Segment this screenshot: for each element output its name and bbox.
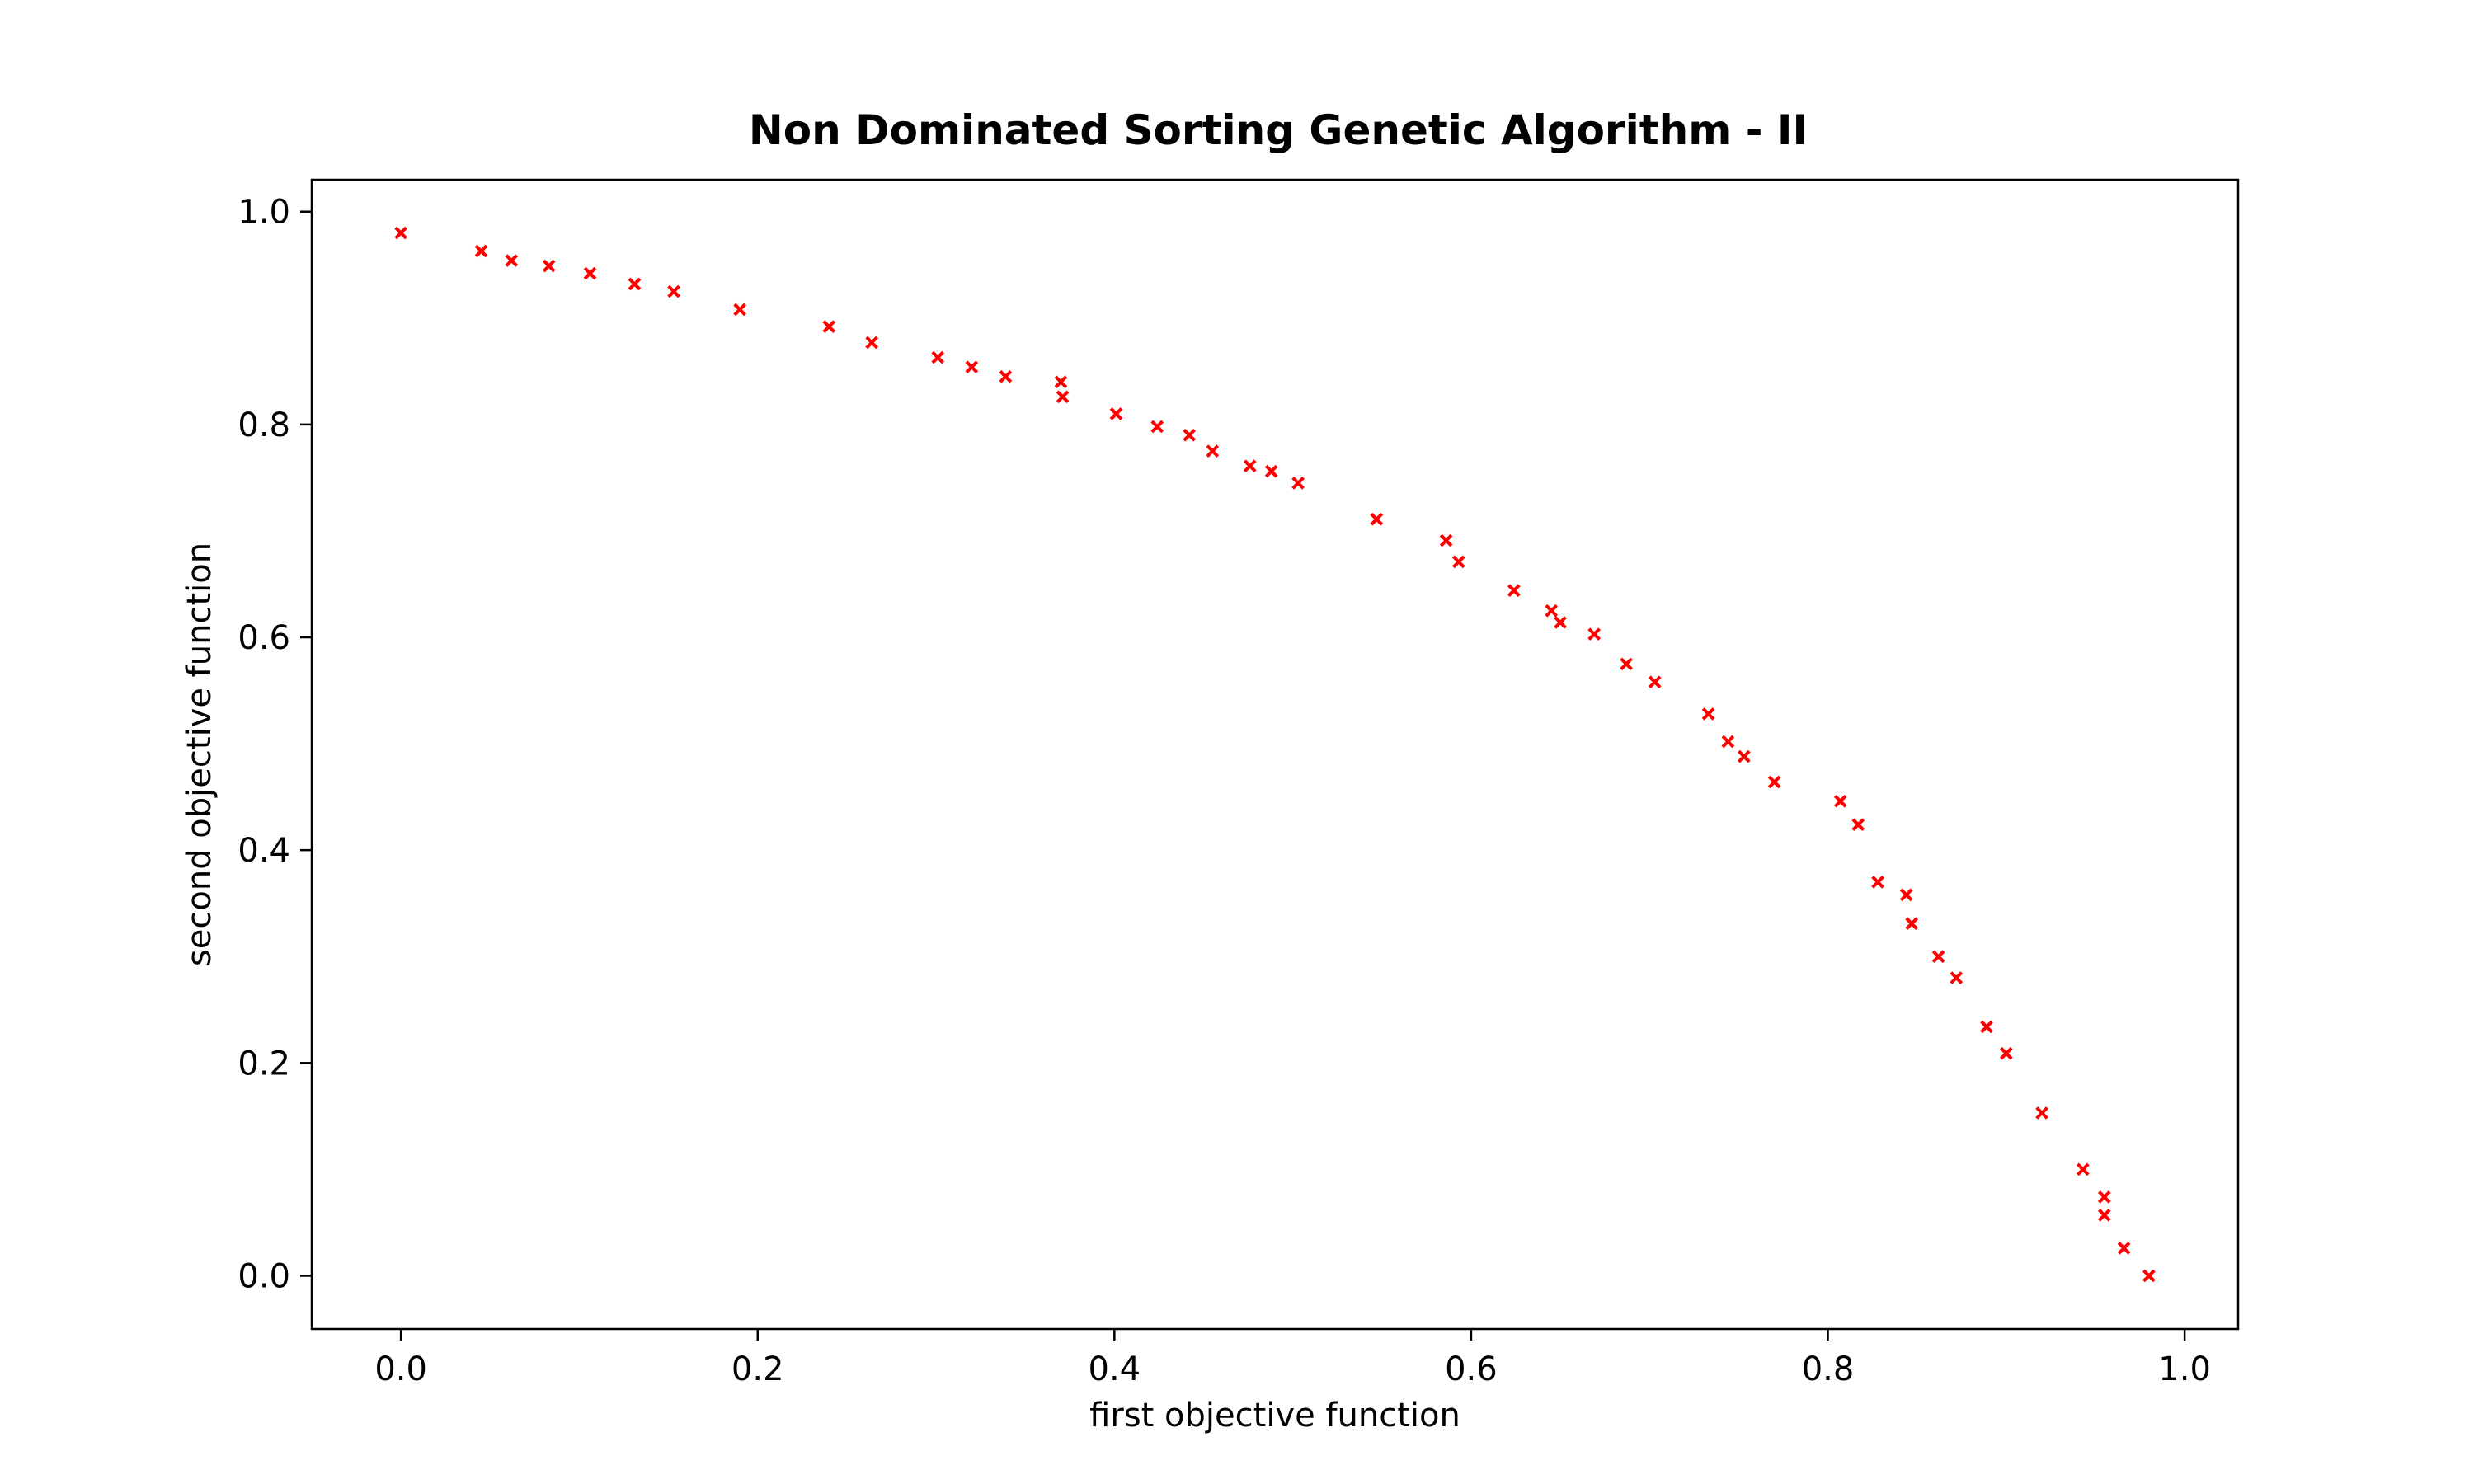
x-tick-label: 0.6: [1445, 1350, 1498, 1388]
data-point: [1545, 603, 1559, 618]
data-point: [931, 350, 945, 364]
data-point: [822, 320, 836, 333]
data-point: [394, 226, 407, 240]
x-axis: 0.0 0.2 0.4 0.6 0.8 1.0: [374, 1329, 2211, 1388]
data-point: [1648, 675, 1662, 689]
x-tick-label: 0.4: [1089, 1350, 1141, 1388]
plot-area: [310, 178, 2240, 1331]
data-point: [1905, 917, 1919, 931]
data-point: [1056, 390, 1070, 404]
data-point: [1206, 444, 1220, 458]
data-point: [1931, 950, 1945, 964]
data-point: [965, 360, 979, 373]
data-point: [1738, 749, 1751, 763]
data-point: [1999, 1046, 2013, 1060]
data-point: [1451, 555, 1465, 569]
data-point: [1264, 464, 1278, 478]
data-point: [733, 303, 746, 317]
y-tick-label: 0.0: [238, 1257, 290, 1295]
y-tick-label: 0.2: [238, 1045, 290, 1082]
y-tick-label: 0.4: [238, 832, 290, 870]
data-point: [1370, 512, 1384, 526]
data-point: [1620, 657, 1633, 671]
x-tick-label: 0.2: [731, 1350, 784, 1388]
x-tick-label: 1.0: [2158, 1350, 2211, 1388]
data-point: [2035, 1106, 2048, 1120]
data-point: [1833, 794, 1847, 808]
data-point: [1507, 584, 1521, 598]
data-point: [1554, 616, 1567, 629]
data-point: [2142, 1269, 2156, 1283]
x-axis-label: first objective function: [1089, 1397, 1460, 1435]
data-point: [1851, 818, 1865, 832]
data-point: [1587, 627, 1601, 641]
data-point: [1899, 888, 1913, 902]
y-tick-label: 1.0: [238, 194, 290, 232]
data-point: [628, 277, 642, 291]
data-point: [1439, 533, 1453, 547]
data-point: [2097, 1190, 2111, 1204]
data-point: [1054, 375, 1068, 389]
y-axis-label: second objective function: [181, 542, 219, 966]
data-point: [1243, 459, 1257, 473]
x-tick-label: 0.0: [374, 1350, 427, 1388]
data-point: [583, 266, 597, 280]
chart-title: Non Dominated Sorting Genetic Algorithm …: [749, 106, 1808, 154]
data-point: [1980, 1020, 1993, 1034]
data-point: [1183, 428, 1197, 442]
data-points: [394, 226, 2156, 1283]
y-axis: 0.0 0.2 0.4 0.6 0.8 1.0: [238, 194, 312, 1295]
data-point: [865, 336, 878, 350]
y-tick-label: 0.6: [238, 619, 290, 657]
data-point: [474, 244, 488, 258]
data-point: [999, 369, 1013, 383]
data-point: [1950, 971, 1964, 984]
data-point: [2117, 1242, 2131, 1255]
y-tick-label: 0.8: [238, 406, 290, 444]
data-point: [1767, 775, 1781, 789]
data-point: [1291, 477, 1305, 490]
data-point: [505, 254, 519, 267]
data-point: [1109, 407, 1123, 420]
data-point: [1721, 735, 1735, 749]
data-point: [2076, 1162, 2090, 1176]
x-tick-label: 0.8: [1802, 1350, 1855, 1388]
data-point: [542, 259, 556, 273]
data-point: [1701, 707, 1715, 721]
data-point: [667, 284, 680, 298]
data-point: [1871, 876, 1884, 889]
data-point: [2097, 1209, 2111, 1222]
data-point: [1150, 420, 1164, 434]
